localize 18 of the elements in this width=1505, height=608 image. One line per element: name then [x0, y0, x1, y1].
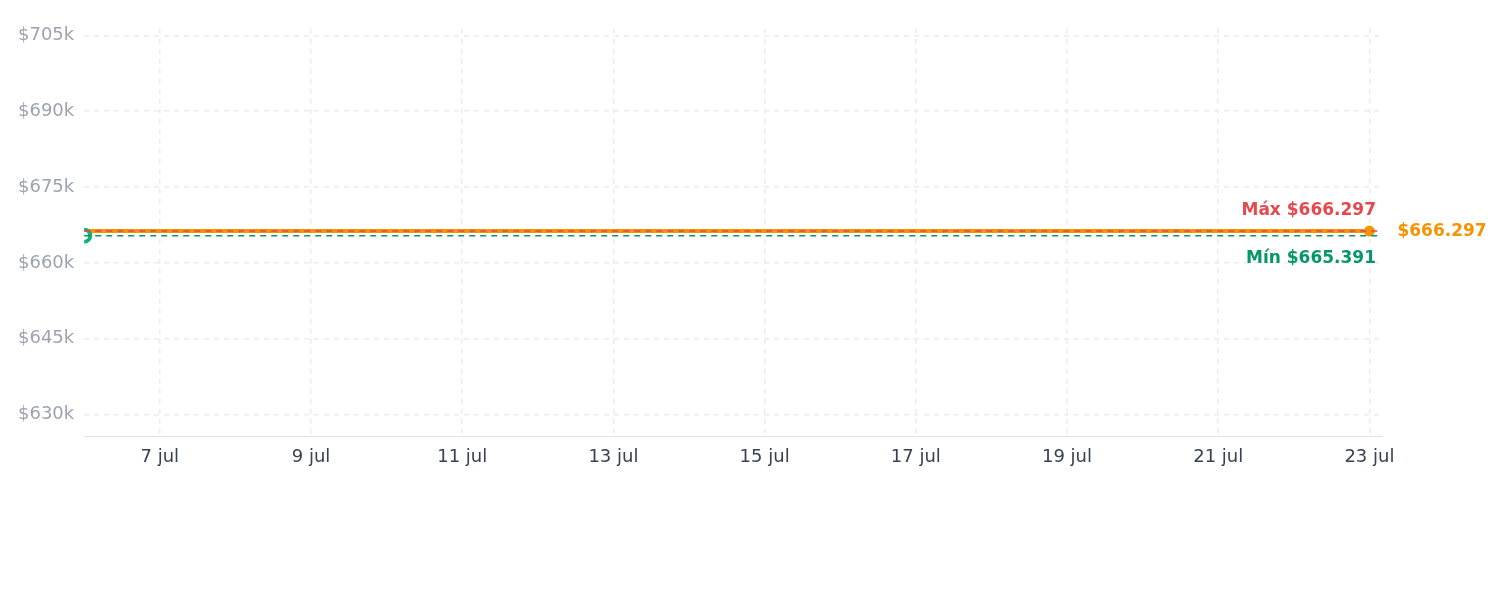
x-tick-label: 13 jul [588, 444, 639, 466]
y-tick-label: $630k [18, 402, 75, 424]
x-tick-label: 11 jul [437, 444, 488, 466]
y-tick-label: $660k [18, 250, 75, 272]
x-tick-label: 9 jul [291, 444, 331, 466]
x-tick-label: 19 jul [1041, 444, 1093, 466]
y-tick-label: $705k [18, 23, 75, 45]
x-tick-label: 15 jul [739, 444, 790, 466]
y-tick-label: $690k [18, 98, 75, 120]
x-tick-label: 17 jul [890, 444, 941, 466]
annotation: $666.297 [1397, 219, 1487, 240]
y-tick-label: $645k [18, 326, 75, 348]
x-tick-label: 7 jul [140, 444, 180, 466]
y-tick-label: $675k [18, 174, 75, 196]
x-tick-label: 21 jul [1193, 444, 1244, 466]
ref-line-label: Máx $666.297 [1241, 199, 1376, 220]
x-tick-label: 23 jul [1344, 444, 1395, 466]
ref-line-label: Mín $665.391 [1245, 246, 1376, 267]
